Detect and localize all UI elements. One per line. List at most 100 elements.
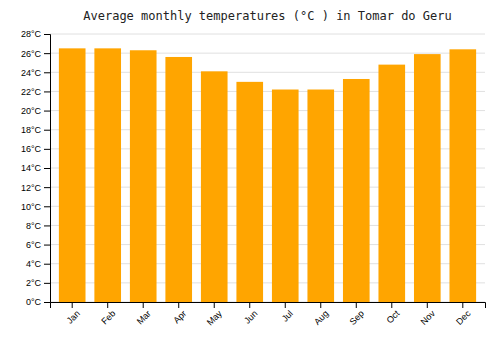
bar [343,79,370,302]
x-tick-label: Jun [242,308,259,325]
y-tick-label: 14°C [21,163,42,173]
y-tick-label: 20°C [21,106,42,116]
x-tick-label: Aug [312,308,330,326]
x-axis-line [51,303,486,309]
grid [50,34,485,302]
y-tick-mark [44,302,50,303]
x-tick: Oct [384,302,401,325]
y-tick-label: 2°C [26,278,42,288]
y-tick-mark [44,187,50,188]
x-tick-label: Oct [384,308,401,325]
x-tick-label: Feb [99,308,117,326]
x-tick-label: Apr [171,308,188,325]
y-tick-mark [44,206,50,207]
x-tick-mark [249,302,250,308]
grid-line [50,34,485,35]
x-tick-label: Dec [454,308,473,327]
y-tick-label: 18°C [21,125,42,135]
x-tick: Nov [419,302,438,327]
x-tick-label: Mar [135,308,153,326]
y-tick-mark [44,283,50,284]
x-tick: Jul [280,302,295,324]
x-tick-label: Sep [348,308,366,326]
x-tick-label: Jul [280,308,295,323]
y-tick-mark [44,225,50,226]
y-tick: 20°C [21,106,50,116]
bar [307,90,334,302]
chart: 0°C 2°C 4°C 6°C 8°C 10°C 12°C 14°C 16°C 18°C 20°C 2… [0,0,500,350]
y-tick-mark [44,53,50,54]
x-axis: Jan Feb Mar Apr May Jun Jul Aug Sep Oct Nov Dec [51,302,486,328]
y-tick-label: 24°C [21,68,42,78]
y-tick-label: 0°C [26,297,42,307]
y-tick-label: 12°C [21,183,42,193]
y-tick-mark [44,264,50,265]
y-tick: 14°C [21,163,50,173]
y-tick: 26°C [21,49,50,59]
y-tick: 12°C [21,183,50,193]
x-tick-label: Jan [65,308,82,325]
bar [59,48,86,302]
x-tick-label: May [205,308,224,327]
y-tick-label: 28°C [21,29,42,39]
x-tick: Dec [454,302,473,327]
y-tick-mark [44,34,50,35]
y-tick-label: 10°C [21,202,42,212]
y-tick-label: 8°C [26,221,42,231]
y-tick: 2°C [26,278,50,288]
x-tick: May [205,302,224,328]
title: Average monthly temperatures (°C ) in To… [83,9,451,23]
x-tick-mark [356,302,357,308]
bar [130,50,157,302]
y-tick-label: 22°C [21,87,42,97]
bar [165,57,192,302]
x-tick-mark [107,302,108,308]
y-tick-mark [44,245,50,246]
x-tick: Sep [348,302,366,327]
x-tick-mark [427,302,428,308]
x-tick: Mar [135,302,153,326]
y-tick-label: 6°C [26,240,42,250]
y-tick-label: 26°C [21,49,42,59]
y-tick-mark [44,130,50,131]
x-tick-mark [143,302,144,308]
y-tick: 16°C [21,144,50,154]
y-tick-mark [44,91,50,92]
y-tick: 24°C [21,68,50,78]
bars [59,48,476,302]
x-tick: Feb [99,302,117,326]
y-tick: 10°C [21,202,50,212]
x-tick-mark [178,302,179,308]
bar [201,71,228,302]
x-tick: Jan [65,302,82,326]
x-tick-mark [214,302,215,308]
y-tick: 22°C [21,87,50,97]
bar [94,48,121,302]
x-tick-mark [72,302,73,308]
x-tick-mark [391,302,392,308]
x-tick: Apr [171,302,188,325]
y-tick: 4°C [26,259,50,269]
x-tick-label: Nov [419,308,438,327]
y-tick: 6°C [26,240,50,250]
y-tick-label: 4°C [26,259,42,269]
bar [414,54,441,302]
x-tick: Jun [242,302,259,326]
x-tick-mark [320,302,321,308]
plot-area: 0°C 2°C 4°C 6°C 8°C 10°C 12°C 14°C 16°C 18°C 20°C 2… [21,29,486,327]
y-tick-mark [44,149,50,150]
y-axis-line [44,35,51,303]
y-tick: 18°C [21,125,50,135]
x-tick: Aug [312,302,330,327]
y-axis: 0°C 2°C 4°C 6°C 8°C 10°C 12°C 14°C 16°C 18°C 20°C 2… [21,29,51,307]
y-tick-mark [44,168,50,169]
x-tick-mark [462,302,463,308]
bar [236,82,263,302]
y-tick-label: 16°C [21,144,42,154]
y-tick: 8°C [26,221,50,231]
bar [272,90,299,302]
y-tick-mark [44,72,50,73]
y-tick: 28°C [21,29,50,39]
y-tick: 0°C [26,297,50,307]
y-tick-mark [44,111,50,112]
